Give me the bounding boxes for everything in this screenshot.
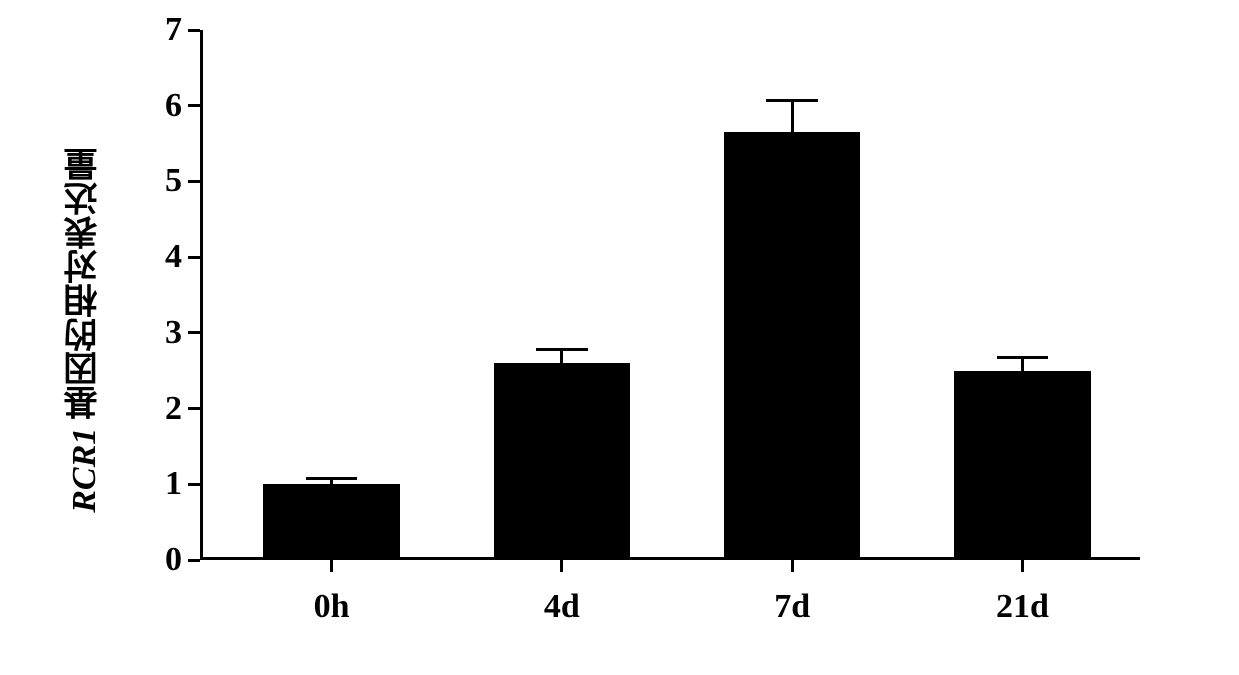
- x-tick: [560, 560, 563, 572]
- error-bar-cap: [766, 99, 818, 102]
- y-tick-label: 0: [165, 541, 182, 579]
- y-tick-label: 6: [165, 87, 182, 125]
- y-axis-label-italic: RCR1: [66, 428, 103, 513]
- bar: [494, 363, 630, 557]
- error-bar-stem: [560, 350, 563, 364]
- y-tick-label: 4: [165, 238, 182, 276]
- y-tick-label: 2: [165, 390, 182, 428]
- y-axis: [200, 30, 203, 560]
- bar: [263, 484, 399, 557]
- y-tick: [188, 559, 200, 562]
- y-tick: [188, 331, 200, 334]
- y-tick: [188, 483, 200, 486]
- x-tick: [1021, 560, 1024, 572]
- y-tick: [188, 256, 200, 259]
- y-tick: [188, 407, 200, 410]
- x-category-label: 7d: [774, 588, 810, 626]
- bar-chart: RCR1 基因的相对表达量 012345670h4d7d21d: [60, 20, 1180, 640]
- x-axis: [200, 557, 1140, 560]
- error-bar-stem: [791, 100, 794, 132]
- plot-area: 012345670h4d7d21d: [200, 30, 1140, 560]
- y-tick: [188, 180, 200, 183]
- y-axis-label: RCR1 基因的相对表达量: [60, 147, 109, 513]
- error-bar-cap: [306, 477, 358, 480]
- error-bar-stem: [1021, 357, 1024, 371]
- y-tick-label: 7: [165, 11, 182, 49]
- y-tick-label: 3: [165, 314, 182, 352]
- y-axis-label-rest: 基因的相对表达量: [66, 147, 103, 428]
- error-bar-cap: [997, 356, 1049, 359]
- y-tick: [188, 104, 200, 107]
- error-bar-cap: [536, 348, 588, 351]
- x-category-label: 4d: [544, 588, 580, 626]
- x-category-label: 21d: [996, 588, 1049, 626]
- y-tick-label: 5: [165, 162, 182, 200]
- x-tick: [791, 560, 794, 572]
- bar: [954, 371, 1090, 557]
- y-tick: [188, 29, 200, 32]
- y-tick-label: 1: [165, 465, 182, 503]
- bar: [724, 132, 860, 557]
- x-tick: [330, 560, 333, 572]
- x-category-label: 0h: [314, 588, 350, 626]
